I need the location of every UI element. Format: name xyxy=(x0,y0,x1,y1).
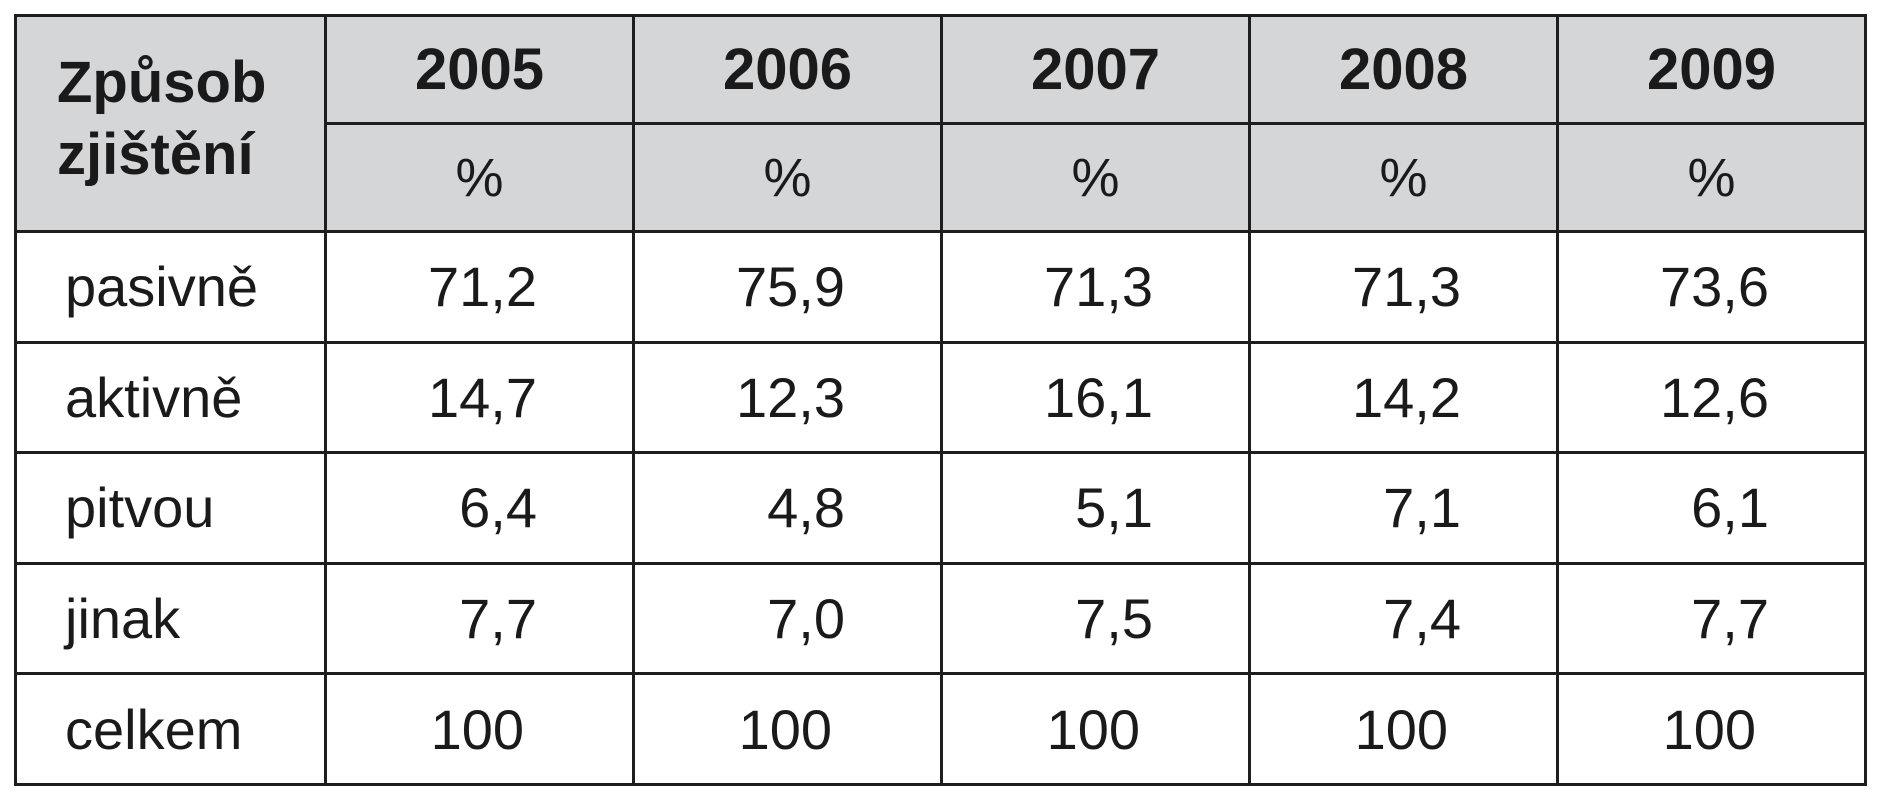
table-cell: 6,4 xyxy=(324,451,635,565)
corner-label-line2: zjištění xyxy=(57,122,254,187)
table-cell: 100 xyxy=(324,672,635,786)
table-cell: 100 xyxy=(1556,672,1867,786)
table-cell: 7,4 xyxy=(1248,561,1559,676)
unit-header: % xyxy=(940,122,1251,233)
table-cell: 75,9 xyxy=(632,230,943,344)
year-header-2008: 2008 xyxy=(1248,14,1559,125)
table-cell: 12,3 xyxy=(632,340,943,455)
table-cell: 71,3 xyxy=(940,230,1251,344)
table-cell: 7,7 xyxy=(1556,561,1867,676)
table-cell: 7,1 xyxy=(1248,451,1559,565)
table-cell: 14,2 xyxy=(1248,340,1559,455)
table-row-pasivne: pasivně 71,2 75,9 71,3 71,3 73,6 xyxy=(14,230,1867,344)
header-row-years: Způsob zjištění 2005 2006 2007 2008 2009 xyxy=(14,14,1867,233)
table-row-aktivne: aktivně 14,7 12,3 16,1 14,2 12,6 xyxy=(14,340,1867,455)
unit-header: % xyxy=(1556,122,1867,233)
corner-label-line1: Způsob xyxy=(57,50,267,115)
year-header-2009: 2009 xyxy=(1556,14,1867,125)
unit-header: % xyxy=(1248,122,1559,233)
table-cell: 7,0 xyxy=(632,561,943,676)
year-header-2007: 2007 xyxy=(940,14,1251,125)
table-cell: 100 xyxy=(940,672,1251,786)
table-cell: 73,6 xyxy=(1556,230,1867,344)
table-cell: 14,7 xyxy=(324,340,635,455)
table-cell: 6,1 xyxy=(1556,451,1867,565)
table-cell: 5,1 xyxy=(940,451,1251,565)
header-row-units: % % % % % xyxy=(16,122,1867,233)
table-row-pitvou: pitvou 6,4 4,8 5,1 7,1 6,1 xyxy=(14,451,1867,565)
table-cell: 100 xyxy=(632,672,943,786)
table-cell: 16,1 xyxy=(940,340,1251,455)
unit-header: % xyxy=(632,122,943,233)
table-cell: 4,8 xyxy=(632,451,943,565)
year-header-2006: 2006 xyxy=(632,14,943,125)
table-cell: 12,6 xyxy=(1556,340,1867,455)
row-label: jinak xyxy=(14,561,327,676)
table-cell: 7,7 xyxy=(324,561,635,676)
row-label: aktivně xyxy=(14,340,327,455)
table-row-jinak: jinak 7,7 7,0 7,5 7,4 7,7 xyxy=(14,561,1867,676)
table-cell: 71,3 xyxy=(1248,230,1559,344)
detection-method-table: Způsob zjištění 2005 2006 2007 2008 2009… xyxy=(14,14,1867,786)
table-cell: 71,2 xyxy=(324,230,635,344)
row-label: pitvou xyxy=(14,451,327,565)
data-table-container: Způsob zjištění 2005 2006 2007 2008 2009… xyxy=(14,14,1867,786)
corner-header: Způsob zjištění xyxy=(14,14,327,233)
unit-header: % xyxy=(324,122,635,233)
table-cell: 100 xyxy=(1248,672,1559,786)
table-cell: 7,5 xyxy=(940,561,1251,676)
year-header-2005: 2005 xyxy=(324,14,635,125)
row-label: pasivně xyxy=(14,230,327,344)
row-label: celkem xyxy=(14,672,327,786)
table-row-celkem: celkem 100 100 100 100 100 xyxy=(14,672,1867,786)
